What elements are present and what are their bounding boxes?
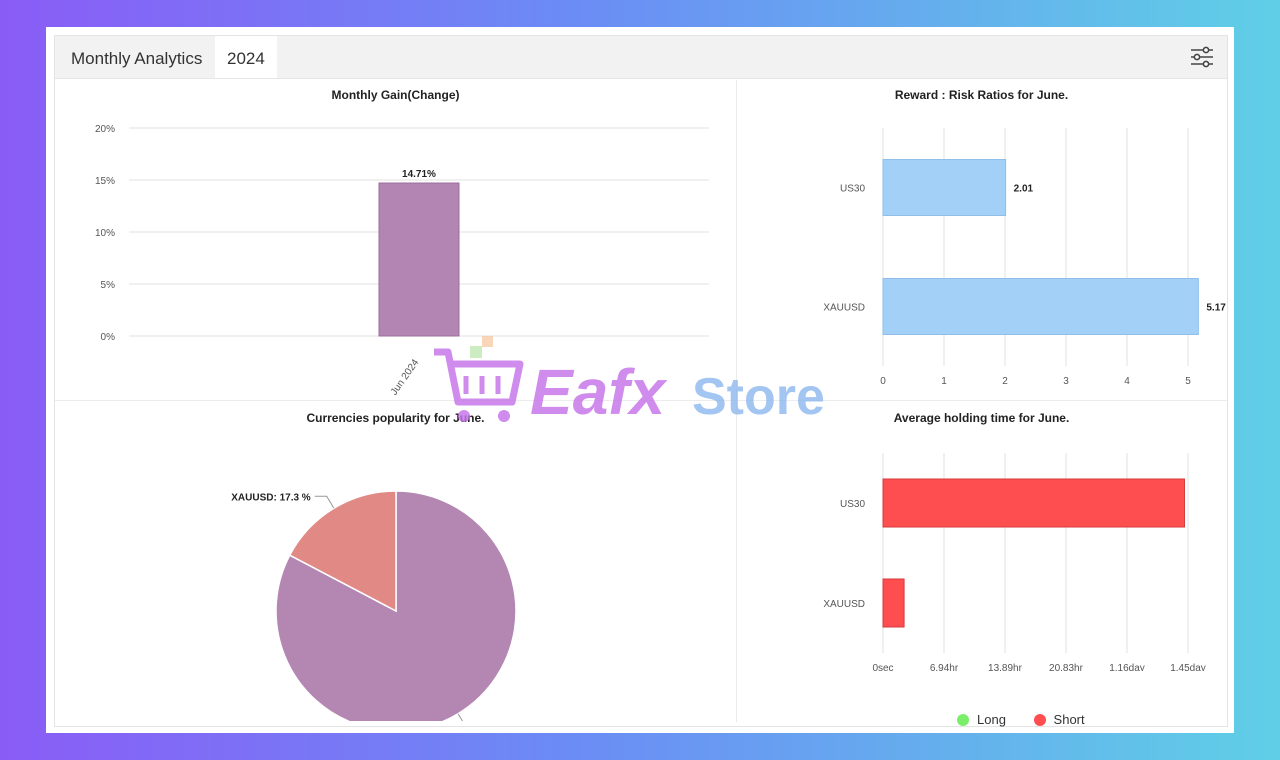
legend-short-dot: [1033, 714, 1046, 726]
x-tick-label: 20.83hr: [1049, 663, 1084, 671]
x-tick-label: 5: [1185, 376, 1191, 387]
app-frame: Monthly Analytics 2024 Monthly Gain(Chan…: [46, 27, 1234, 733]
x-tick-label: 1: [941, 376, 947, 387]
legend-item-short[interactable]: Short: [1033, 712, 1085, 727]
vertical-divider: [736, 80, 737, 722]
bar-value-label: 2.01: [1014, 184, 1034, 195]
bar: [882, 159, 1007, 216]
y-tick-label: 10%: [95, 228, 115, 239]
y-tick-label: 20%: [95, 124, 115, 135]
x-tick-label: 1.16day: [1109, 663, 1145, 671]
x-tick-label: 0sec: [872, 663, 893, 671]
x-tick-label: 4: [1124, 376, 1130, 387]
holding-time-title: Average holding time for June.: [893, 411, 1070, 425]
panel-header: Monthly Analytics 2024: [55, 36, 1227, 79]
holding-time-chart: 0sec6.94hr13.89hr20.83hr1.16day1.45day1.…: [823, 453, 1206, 671]
tab-year-2024[interactable]: 2024: [215, 36, 277, 78]
y-tick-label: 15%: [95, 176, 115, 187]
monthly-gain-chart: 0% 5% 10% 15% 20% 14.71% Jun 2024: [95, 124, 709, 396]
bar: [882, 578, 905, 628]
tab-monthly-analytics[interactable]: Monthly Analytics: [71, 49, 203, 68]
y-tick-label: US30: [840, 184, 865, 195]
horizontal-divider: [55, 400, 1227, 401]
analytics-panel: Monthly Analytics 2024 Monthly Gain(Chan…: [54, 35, 1228, 727]
y-tick-label: 5%: [101, 280, 116, 291]
x-tick-label: Jun 2024: [389, 357, 422, 396]
pie-slice-label: XAUUSD: 17.3 %: [231, 492, 311, 503]
x-tick-label: 1.45day: [1170, 663, 1206, 671]
pie-slice: [288, 490, 397, 613]
currencies-pie-chart: US30: 82.7 %XAUUSD: 17.3 %: [231, 490, 517, 721]
y-tick-label: 0%: [101, 332, 116, 343]
reward-risk-title: Reward : Risk Ratios for June.: [894, 88, 1069, 102]
x-tick-label: 6.94hr: [930, 663, 959, 671]
holding-time-legend: Long Short: [957, 712, 1109, 732]
legend-short-label: Short: [1053, 712, 1085, 727]
bar-value-label: 14.71%: [402, 169, 436, 180]
pie-connector: [314, 495, 335, 509]
pie-connector: [457, 713, 464, 721]
bar: [882, 478, 1185, 528]
currencies-title: Currencies popularity for June.: [306, 411, 485, 425]
bar-value-label: 5.17: [1206, 303, 1226, 314]
y-tick-label: XAUUSD: [823, 599, 865, 610]
x-tick-label: 3: [1063, 376, 1069, 387]
bar: [882, 278, 1199, 335]
sliders-icon[interactable]: [1189, 44, 1215, 70]
y-tick-label: XAUUSD: [823, 303, 865, 314]
x-tick-label: 13.89hr: [988, 663, 1023, 671]
legend-long-dot: [957, 714, 969, 726]
legend-long-label: Long: [977, 712, 1006, 727]
y-tick-label: US30: [840, 499, 865, 510]
monthly-gain-title: Monthly Gain(Change): [331, 88, 460, 102]
x-tick-label: 2: [1002, 376, 1008, 387]
legend-item-long[interactable]: Long: [957, 712, 1006, 727]
bar: [378, 182, 460, 337]
x-tick-label: 0: [880, 376, 886, 387]
